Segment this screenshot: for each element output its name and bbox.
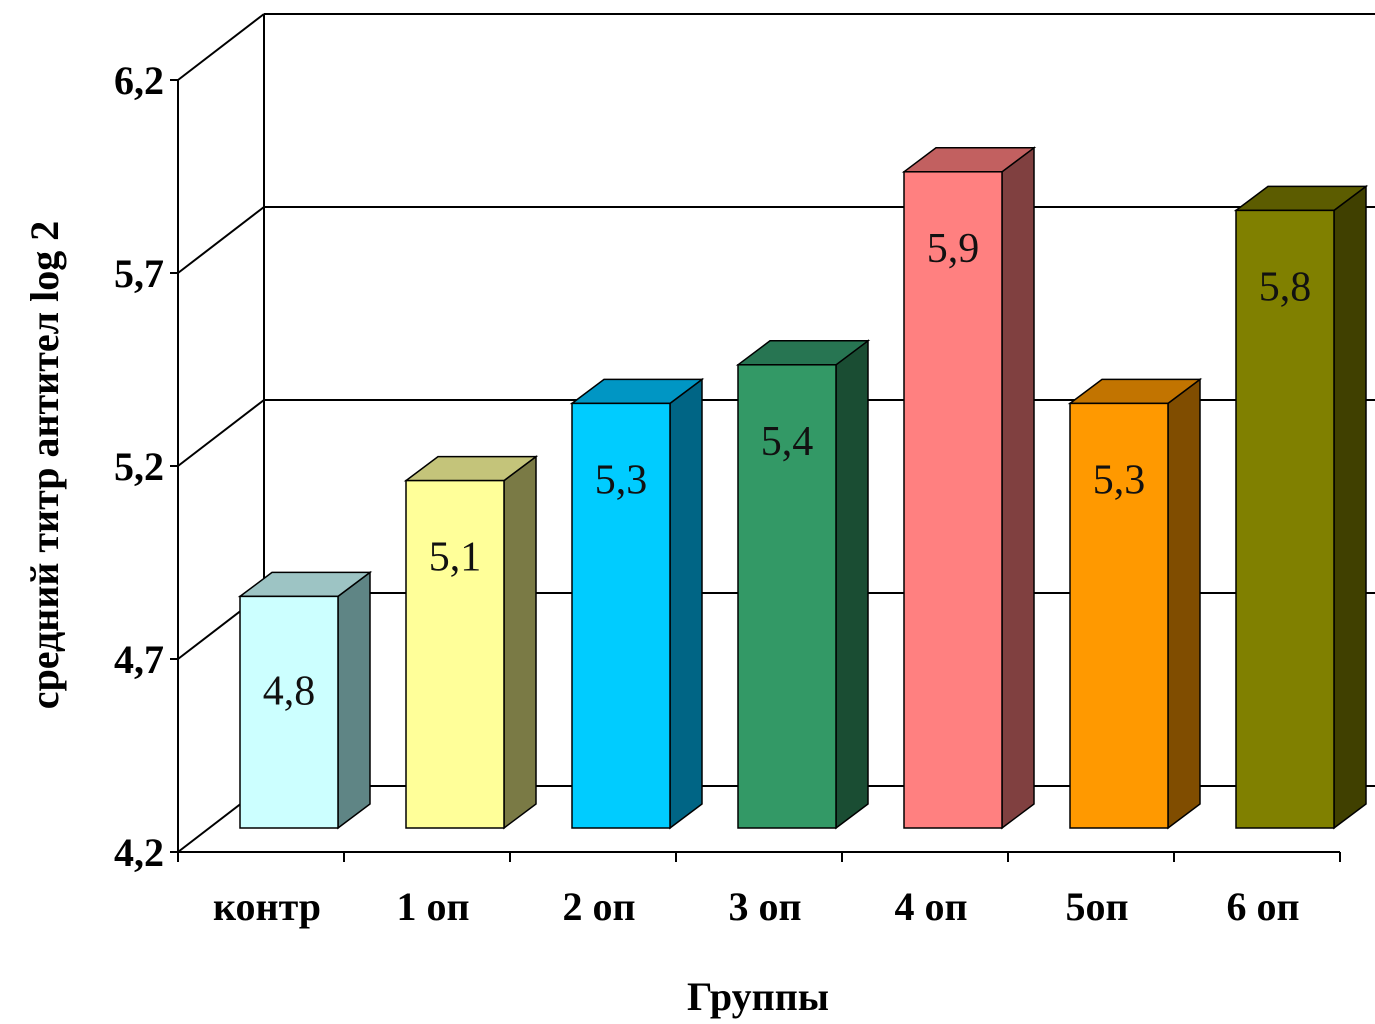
bars: 4,8 5,1 5,3 5,4 5,9 5,3 5,8 — [237, 146, 1369, 830]
bar-front-1 — [405, 479, 505, 829]
y-tick-label-4: 6,2 — [114, 58, 164, 103]
bar-side-5 — [1167, 377, 1201, 830]
x-tick-label-4: 4 оп — [894, 884, 967, 929]
bar-6: 5,8 — [1233, 184, 1369, 830]
data-label-6: 5,8 — [1259, 264, 1312, 310]
bar-side-1 — [503, 455, 537, 830]
bar-front-3 — [737, 364, 837, 829]
bar-side-4 — [1001, 146, 1035, 830]
data-label-4: 5,9 — [927, 226, 980, 272]
y-axis-title: средний титр антител log 2 — [22, 221, 67, 709]
bar-0: 4,8 — [237, 570, 373, 830]
bar-front-5 — [1069, 402, 1169, 829]
x-tick-label-0: контр — [213, 884, 321, 929]
x-tick-label-1: 1 оп — [396, 884, 469, 929]
gridline-side-4 — [177, 13, 265, 81]
data-label-2: 5,3 — [595, 457, 648, 503]
data-label-3: 5,4 — [761, 419, 814, 465]
x-tick-label-5: 5оп — [1065, 884, 1128, 929]
y-tick-labels: 4,2 4,7 5,2 5,7 6,2 — [114, 58, 164, 875]
y-tick-label-0: 4,2 — [114, 830, 164, 875]
gridline-side-2 — [177, 399, 265, 467]
x-tick-label-6: 6 оп — [1226, 884, 1299, 929]
data-label-5: 5,3 — [1093, 457, 1146, 503]
x-axis-title: Группы — [687, 974, 829, 1019]
bar-front-6 — [1235, 209, 1335, 829]
bar-side-0 — [337, 570, 371, 830]
bar-side-2 — [669, 377, 703, 830]
x-tick-label-3: 3 оп — [728, 884, 801, 929]
data-label-1: 5,1 — [429, 535, 482, 581]
y-tick-label-2: 5,2 — [114, 444, 164, 489]
bar-front-2 — [571, 402, 671, 829]
axes — [170, 79, 1341, 862]
bar-side-3 — [835, 339, 869, 830]
bar-side-6 — [1333, 184, 1367, 830]
bar-front-0 — [239, 595, 339, 829]
bar-3: 5,4 — [735, 339, 871, 830]
y-tick-label-1: 4,7 — [114, 637, 164, 682]
bar-2: 5,3 — [569, 377, 705, 830]
x-tick-labels: контр 1 оп 2 оп 3 оп 4 оп 5оп 6 оп — [213, 884, 1300, 929]
gridline-side-3 — [177, 206, 265, 274]
bar-5: 5,3 — [1067, 377, 1203, 830]
data-label-0: 4,8 — [263, 668, 316, 714]
y-tick-label-3: 5,7 — [114, 251, 164, 296]
bar-4: 5,9 — [901, 146, 1037, 830]
x-tick-label-2: 2 оп — [562, 884, 635, 929]
bar-1: 5,1 — [403, 455, 539, 830]
bar-front-4 — [903, 171, 1003, 829]
